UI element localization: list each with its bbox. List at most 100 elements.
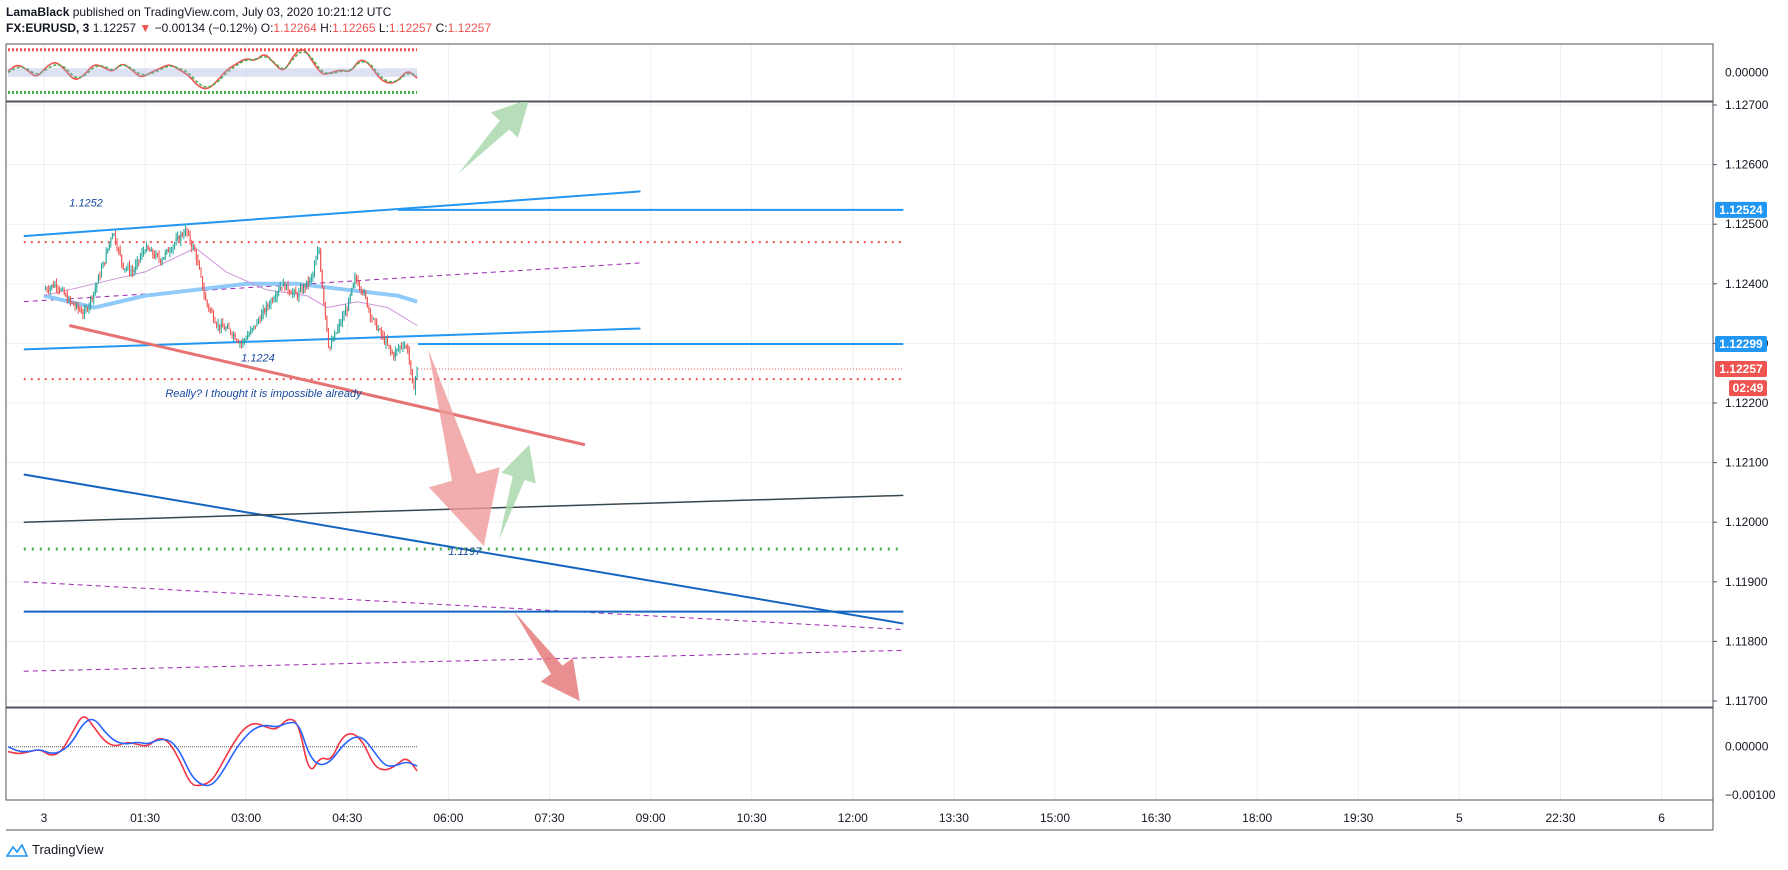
- candle-body: [360, 287, 362, 292]
- candle-body: [144, 251, 146, 253]
- candle-body: [245, 339, 247, 341]
- price-tick-label: 1.11700: [1725, 694, 1768, 708]
- time-tick-label: 04:30: [332, 811, 362, 825]
- candle-body: [380, 329, 382, 335]
- candle-body: [97, 275, 99, 284]
- ohlc-line: FX:EURUSD, 3 1.12257 ▼ −0.00134 (−0.12%)…: [6, 20, 491, 36]
- candle-body: [121, 254, 123, 263]
- candle-body: [166, 249, 168, 253]
- time-tick-label: 6: [1658, 811, 1665, 825]
- time-tick-label: 09:00: [636, 811, 666, 825]
- candle-body: [275, 296, 277, 299]
- candle-body: [113, 233, 115, 235]
- candle-body: [181, 234, 183, 236]
- candle-body: [169, 251, 171, 253]
- candle-body: [102, 262, 104, 269]
- forecast-arrow: [514, 611, 580, 701]
- candle-body: [374, 318, 376, 321]
- candle-body: [387, 340, 389, 345]
- candle-body: [174, 243, 176, 247]
- bottom-oscillator-pane: [7, 716, 418, 787]
- candle-body: [119, 249, 121, 255]
- forecast-arrow: [498, 444, 536, 541]
- candle-body: [295, 290, 297, 294]
- price-tick-label: 1.12100: [1725, 456, 1769, 470]
- candle-body: [304, 285, 306, 288]
- symbol-label[interactable]: FX:EURUSD, 3: [6, 21, 90, 35]
- candle-body: [258, 320, 260, 322]
- trend-line: [23, 190, 641, 238]
- candle-body: [217, 324, 219, 326]
- candle-body: [49, 287, 51, 291]
- oscillator-series-line: [7, 718, 418, 787]
- price-labels: 1.12524 1.12299 1.12257 02:49: [1715, 201, 1767, 397]
- time-tick-label: 12:00: [838, 811, 868, 825]
- footer-brand-text: TradingView: [32, 842, 104, 857]
- candle-body: [299, 287, 301, 292]
- candle-body: [338, 323, 340, 328]
- candle-body: [222, 323, 224, 328]
- candle-body: [188, 232, 190, 234]
- footer-brand[interactable]: TradingView: [6, 842, 104, 857]
- candle-body: [163, 257, 165, 260]
- time-tick-label: 22:30: [1545, 811, 1575, 825]
- candle-body: [74, 305, 76, 307]
- candle-body: [150, 249, 152, 252]
- high-label: H:: [320, 21, 333, 35]
- candle-body: [91, 297, 93, 299]
- chart-header: LamaBlack published on TradingView.com, …: [6, 4, 491, 36]
- candle-body: [125, 268, 127, 270]
- candle-body: [401, 346, 403, 348]
- candle-body: [348, 299, 350, 311]
- candle-body: [331, 341, 333, 348]
- candle-body: [203, 288, 205, 295]
- candle-body: [320, 249, 322, 271]
- time-tick-label: 3: [41, 811, 48, 825]
- candle-body: [122, 262, 124, 270]
- candle-body: [184, 228, 186, 235]
- candle-body: [110, 239, 112, 243]
- price-axis: 1.127001.126001.125001.124001.123001.122…: [1713, 98, 1769, 708]
- trend-line: [68, 324, 586, 447]
- candle-body: [180, 234, 182, 241]
- candle-body: [254, 325, 256, 327]
- candle-body: [292, 292, 294, 295]
- candle-body: [136, 259, 138, 265]
- candle-body: [236, 339, 238, 341]
- price-label-box: [1715, 336, 1767, 352]
- candle-body: [175, 238, 177, 244]
- price-tick-label: 1.12400: [1725, 277, 1769, 291]
- candle-body: [363, 292, 365, 294]
- candle-body: [87, 308, 89, 310]
- chart-annotation: 1.1252: [69, 197, 103, 209]
- open-value: 1.12264: [273, 21, 317, 35]
- open-label: O:: [260, 21, 274, 35]
- candle-body: [359, 285, 361, 288]
- time-tick-label: 03:00: [231, 811, 261, 825]
- chart-canvas[interactable]: 3 01:30 03:00 04:30 06:00 07:30 09:00 10:30 12:0…: [0, 0, 1788, 840]
- down-arrow-icon: ▼: [139, 21, 152, 35]
- author-name[interactable]: LamaBlack: [6, 5, 70, 19]
- candle-body: [368, 306, 370, 310]
- candle-body: [85, 308, 87, 311]
- chart-annotation: 1.1224: [241, 352, 275, 364]
- candle-body: [402, 346, 404, 348]
- candle-body: [250, 330, 252, 334]
- candle-body: [354, 277, 356, 284]
- candle-body: [90, 297, 92, 305]
- time-tick-label: 19:30: [1343, 811, 1373, 825]
- candle-body: [296, 293, 298, 298]
- candle-body: [310, 277, 312, 279]
- candle-body: [355, 277, 357, 280]
- oscillator-bottom-frame: [5, 707, 1714, 801]
- moving-average-line: [43, 281, 418, 310]
- trend-line: [23, 581, 904, 631]
- candle-body: [323, 287, 325, 303]
- price-label-box: [1729, 380, 1767, 397]
- candle-body: [279, 286, 281, 291]
- candle-body: [124, 268, 126, 270]
- candle-body: [48, 290, 50, 292]
- close-value: 1.12257: [447, 21, 492, 35]
- candle-body: [244, 339, 246, 341]
- time-tick-label: 18:00: [1242, 811, 1272, 825]
